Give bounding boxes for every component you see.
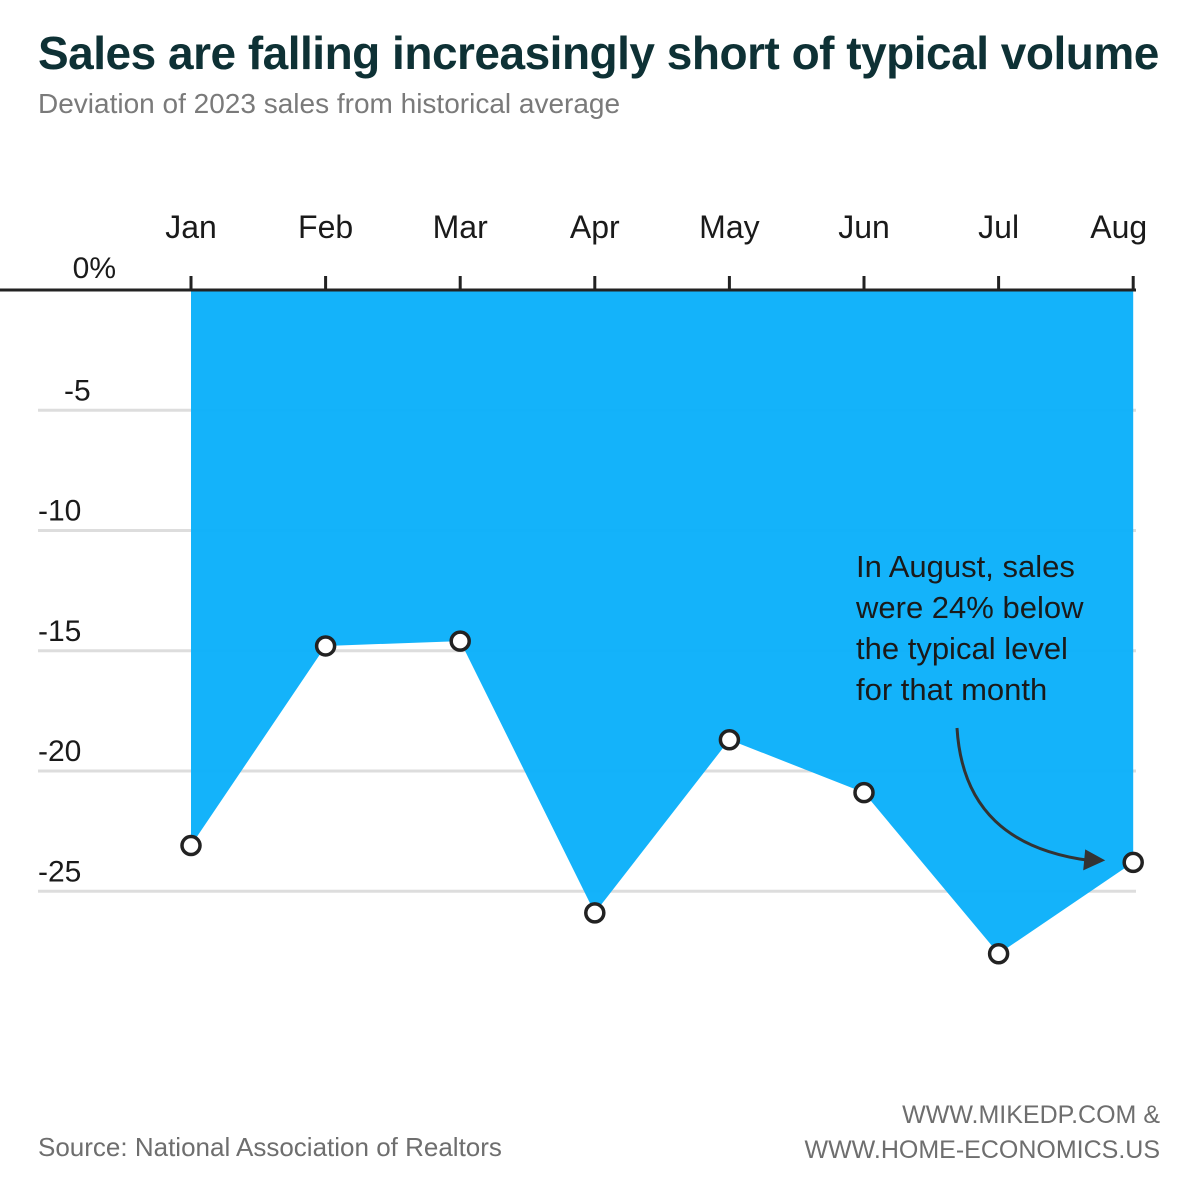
area-series — [191, 290, 1134, 954]
credit-note: WWW.MIKEDP.COM & WWW.HOME-ECONOMICS.US — [804, 1098, 1160, 1168]
x-tick-labels: Jan Feb Mar Apr May Jun Jul Aug — [165, 209, 1147, 245]
data-point — [180, 834, 202, 857]
y-tick-label: -5 — [64, 374, 91, 407]
data-point — [853, 781, 875, 804]
x-tick-label: Aug — [1090, 209, 1147, 245]
area-fill — [191, 290, 1134, 954]
credit-line-2: WWW.HOME-ECONOMICS.US — [804, 1136, 1160, 1164]
annotation-text-line: In August, sales — [856, 549, 1075, 584]
data-point — [987, 943, 1010, 965]
data-point — [314, 635, 337, 657]
x-tick-label: Apr — [570, 209, 620, 245]
x-tick-label: Feb — [298, 209, 353, 245]
x-tick-label: Jun — [838, 209, 890, 245]
y-tick-label: -20 — [38, 735, 81, 768]
credit-line-1: WWW.MIKEDP.COM & — [902, 1101, 1160, 1129]
chart-subtitle: Deviation of 2023 sales from historical … — [38, 88, 621, 119]
annotation-arrow — [955, 727, 1090, 862]
annotation-text-line: for that month — [856, 672, 1047, 707]
y-tick-label: -10 — [38, 495, 81, 528]
annotation-text-line: were 24% below — [855, 590, 1084, 625]
x-tick-label: Jan — [165, 209, 217, 245]
data-point — [718, 728, 741, 751]
data-point — [1122, 851, 1144, 874]
y-tick-label: -25 — [38, 855, 81, 888]
x-tick-label: Jul — [978, 209, 1019, 245]
y-tick-label: 0% — [73, 252, 116, 285]
annotation-arrowhead — [1083, 849, 1106, 871]
x-tick-label: Mar — [433, 209, 488, 245]
data-points — [180, 630, 1144, 965]
y-tick-label: -15 — [38, 615, 81, 648]
y-tick-labels: 0% -5 -10 -15 -20 -25 — [38, 252, 116, 888]
x-axis — [0, 276, 1136, 292]
annotation: In August, sales were 24% below the typica… — [855, 549, 1106, 871]
chart-title: Sales are falling increasingly short of … — [38, 27, 1159, 79]
data-point — [584, 902, 606, 924]
annotation-text-line: the typical level — [856, 631, 1068, 666]
x-tick-label: May — [699, 209, 759, 245]
data-point — [449, 630, 471, 652]
source-note: Source: National Association of Realtors — [38, 1132, 502, 1162]
